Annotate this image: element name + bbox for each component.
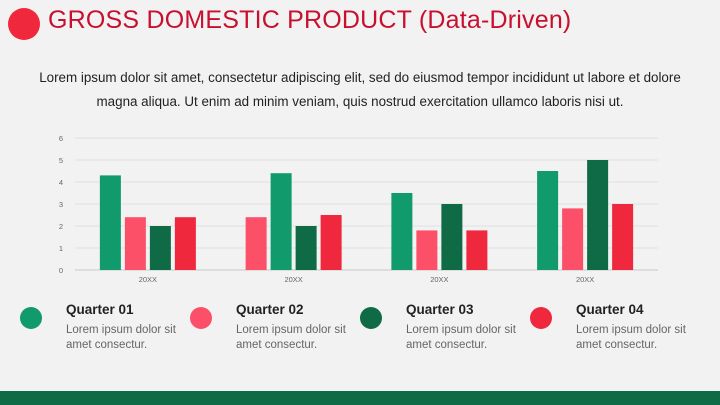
bar-series-2-group-4 [562,208,584,270]
bar-series-3-group-3 [441,204,463,270]
legend-text: Lorem ipsum dolor sit amet consectur. [236,324,346,351]
legend-dot-icon [360,307,382,329]
bar-series-4-group-3 [466,230,488,270]
bar-series-3-group-4 [587,160,609,270]
legend-item-quarter-02: Quarter 02 Lorem ipsum dolor sit amet co… [190,300,360,360]
title-dot-icon [8,8,40,40]
legend-text: Lorem ipsum dolor sit amet consectur. [406,324,516,351]
bar-series-4-group-1 [174,217,196,270]
legend-dot-icon [20,307,42,329]
bar-series-1-group-1 [99,175,121,270]
description-text: Lorem ipsum dolor sit amet, consectetur … [39,70,681,109]
y-tick-label: 0 [59,266,63,275]
y-tick-label: 3 [59,200,63,209]
x-category-label: 20XX [139,275,157,284]
bar-chart: 0 1 2 3 4 5 6 20XX 20XX 20XX 20XX [59,134,658,284]
footer-bar [0,391,720,405]
bar-series-2-group-3 [416,230,438,270]
legend-item-quarter-03: Quarter 03 Lorem ipsum dolor sit amet co… [360,300,530,360]
legend-text: Lorem ipsum dolor sit amet consectur. [576,324,686,351]
bar-series-1-group-2 [270,173,292,270]
x-category-label: 20XX [284,275,302,284]
bar-series-3-group-2 [295,226,317,270]
page-title: GROSS DOMESTIC PRODUCT (Data-Driven) [48,6,572,34]
y-tick-label: 6 [59,134,63,143]
legend-item-quarter-04: Quarter 04 Lorem ipsum dolor sit amet co… [530,300,700,360]
legend-title: Quarter 03 [406,302,474,317]
bar-series-2-group-2 [245,217,267,270]
bar-series-3-group-1 [149,226,171,270]
legend-text: Lorem ipsum dolor sit amet consectur. [66,324,176,351]
legend-dot-icon [190,307,212,329]
bar-series-1-group-4 [537,171,559,270]
bar-series-4-group-4 [612,204,634,270]
legend-title: Quarter 04 [576,302,644,317]
bar-series-4-group-2 [320,215,342,270]
x-category-label: 20XX [576,275,594,284]
y-tick-label: 4 [59,178,63,187]
y-tick-label: 1 [59,244,63,253]
legend-item-quarter-01: Quarter 01 Lorem ipsum dolor sit amet co… [20,300,190,360]
legend-title: Quarter 01 [66,302,134,317]
y-tick-label: 2 [59,222,63,231]
legend-title: Quarter 02 [236,302,304,317]
x-category-label: 20XX [430,275,448,284]
legend-dot-icon [530,307,552,329]
y-tick-label: 5 [59,156,63,165]
bar-series-2-group-1 [124,217,146,270]
bar-series-1-group-3 [391,193,413,270]
